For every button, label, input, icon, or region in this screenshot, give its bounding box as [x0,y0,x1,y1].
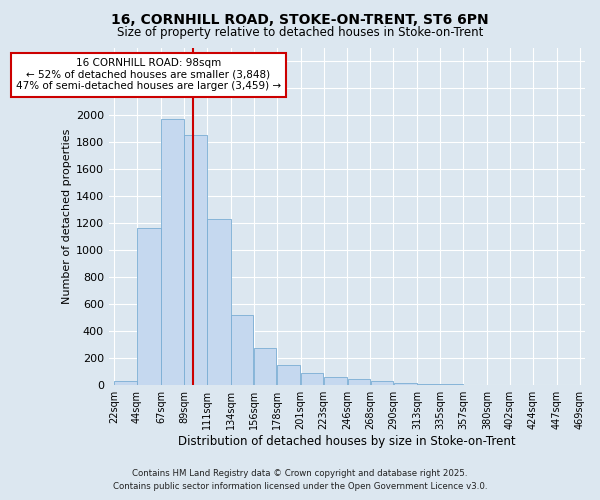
Text: 16 CORNHILL ROAD: 98sqm
← 52% of detached houses are smaller (3,848)
47% of semi: 16 CORNHILL ROAD: 98sqm ← 52% of detache… [16,58,281,92]
Bar [394,382,417,384]
Bar [207,219,230,384]
Bar [254,348,277,385]
Bar [301,373,323,384]
Bar [324,378,347,384]
Text: 16, CORNHILL ROAD, STOKE-ON-TRENT, ST6 6PN: 16, CORNHILL ROAD, STOKE-ON-TRENT, ST6 6… [111,12,489,26]
Bar [231,314,253,384]
Text: Contains HM Land Registry data © Crown copyright and database right 2025.
Contai: Contains HM Land Registry data © Crown c… [113,470,487,491]
Bar [277,364,301,384]
Bar [161,119,184,384]
Bar [115,380,137,384]
Text: Size of property relative to detached houses in Stoke-on-Trent: Size of property relative to detached ho… [117,26,483,39]
Bar [137,228,161,384]
Y-axis label: Number of detached properties: Number of detached properties [62,128,71,304]
X-axis label: Distribution of detached houses by size in Stoke-on-Trent: Distribution of detached houses by size … [178,434,516,448]
Bar [371,380,393,384]
Bar [347,380,370,384]
Bar [184,135,206,384]
